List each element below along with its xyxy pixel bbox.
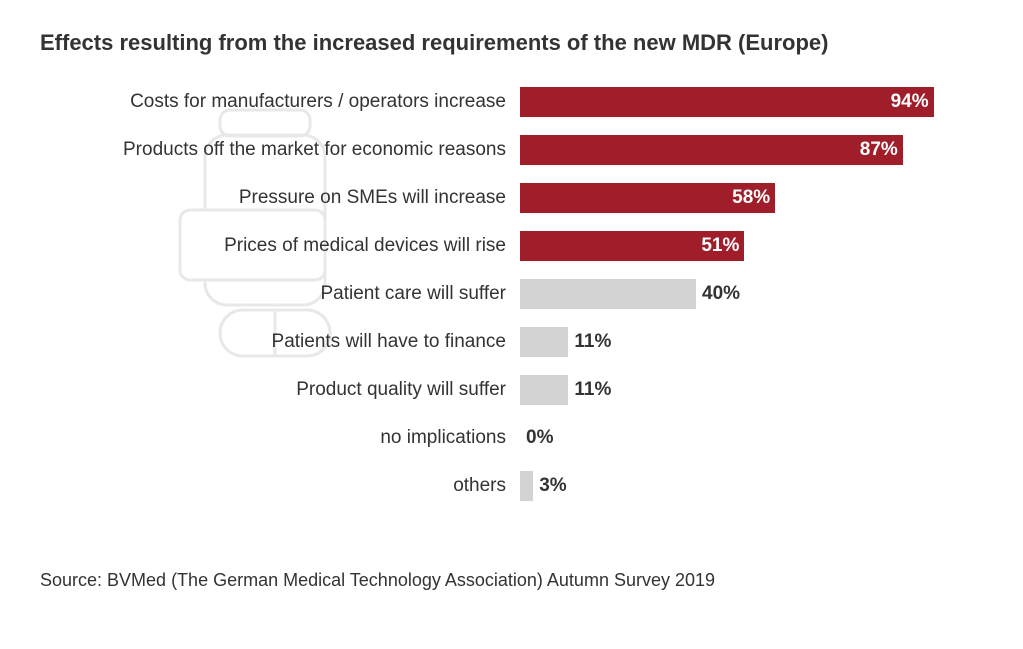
bar-row: no implications 0% [40,414,960,462]
bar-area: 40% [520,279,960,309]
chart-title: Effects resulting from the increased req… [40,30,828,56]
category-label: Costs for manufacturers / operators incr… [40,91,520,113]
bar-value-label: 58% [720,183,770,213]
bar-row: Pressure on SMEs will increase 58% [40,174,960,222]
category-label: no implications [40,427,520,449]
category-label: others [40,475,520,497]
chart-source: Source: BVMed (The German Medical Techno… [40,570,715,591]
bar-value-label: 94% [879,87,929,117]
bar-area: 94% [520,87,960,117]
bar-value-label: 0% [526,423,553,453]
bar-value-label: 40% [702,279,740,309]
category-label: Product quality will suffer [40,379,520,401]
bar-area: 0% [520,423,960,453]
category-label: Prices of medical devices will rise [40,235,520,257]
bar-area: 11% [520,327,960,357]
bar [520,87,934,117]
bar [520,279,696,309]
category-label: Pressure on SMEs will increase [40,187,520,209]
bar-row: Patient care will suffer 40% [40,270,960,318]
bar-row: Prices of medical devices will rise 51% [40,222,960,270]
bar-row: Product quality will suffer 11% [40,366,960,414]
bar-value-label: 51% [689,231,739,261]
bar [520,135,903,165]
bar-row: Products off the market for economic rea… [40,126,960,174]
bar-area: 58% [520,183,960,213]
bar-area: 11% [520,375,960,405]
bar-value-label: 11% [574,375,611,405]
category-label: Patient care will suffer [40,283,520,305]
bar-row: Patients will have to finance 11% [40,318,960,366]
bar-row: others 3% [40,462,960,510]
bar-area: 51% [520,231,960,261]
bar-area: 87% [520,135,960,165]
bar [520,327,568,357]
category-label: Patients will have to finance [40,331,520,353]
bar-value-label: 11% [574,327,611,357]
bar-area: 3% [520,471,960,501]
bar-value-label: 3% [539,471,566,501]
bar-value-label: 87% [848,135,898,165]
bar [520,471,533,501]
bar-chart: Costs for manufacturers / operators incr… [40,78,960,510]
bar-row: Costs for manufacturers / operators incr… [40,78,960,126]
bar [520,375,568,405]
category-label: Products off the market for economic rea… [40,139,520,161]
